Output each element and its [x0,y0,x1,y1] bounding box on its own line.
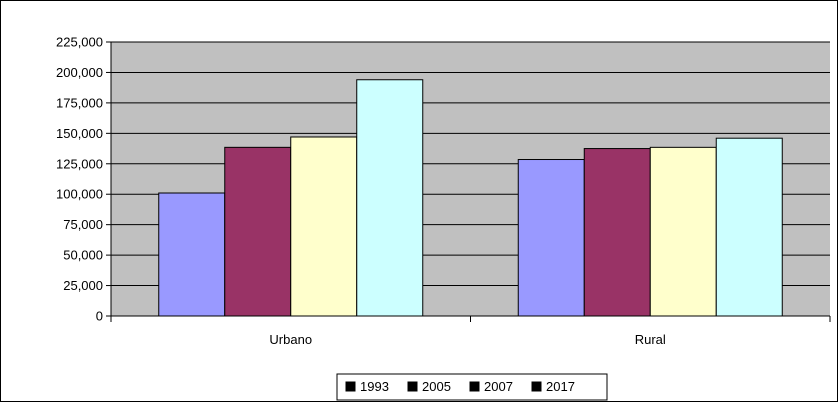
x-category-label: Urbano [269,332,312,347]
y-tick-label: 0 [96,309,103,324]
y-tick-label: 125,000 [56,156,103,171]
y-tick-label: 25,000 [63,278,103,293]
legend-swatch-2007 [469,381,480,392]
y-tick-label: 200,000 [56,65,103,80]
y-tick-label: 175,000 [56,95,103,110]
bar-urbano-2017 [356,79,424,317]
x-category-label: Rural [635,332,666,347]
legend-label-1993: 1993 [360,379,389,394]
y-tick-label: 150,000 [56,126,103,141]
legend-swatch-1993 [345,381,356,392]
bar-rural-2017 [715,137,783,317]
legend-label-2007: 2007 [484,379,513,394]
plot-area: 0 25,000 50,000 75,000 100,000 125,000 150,000… [56,35,831,347]
legend-label-2017: 2017 [546,379,575,394]
bar-rural-2005 [583,148,651,317]
legend-swatch-2005 [407,381,418,392]
y-tick-label: 225,000 [56,35,103,50]
legend-label-2005: 2005 [422,379,451,394]
legend: 1993 2005 2007 2017 [336,373,608,401]
legend-swatch-2017 [531,381,542,392]
y-tick-label: 100,000 [56,187,103,202]
bar-urbano-1993 [158,192,226,317]
bar-rural-1993 [517,159,585,317]
bar-urbano-2005 [224,146,292,317]
bar-rural-2007 [649,146,717,317]
y-tick-label: 75,000 [63,217,103,232]
y-tick-label: 50,000 [63,248,103,263]
bar-urbano-2007 [290,136,358,317]
